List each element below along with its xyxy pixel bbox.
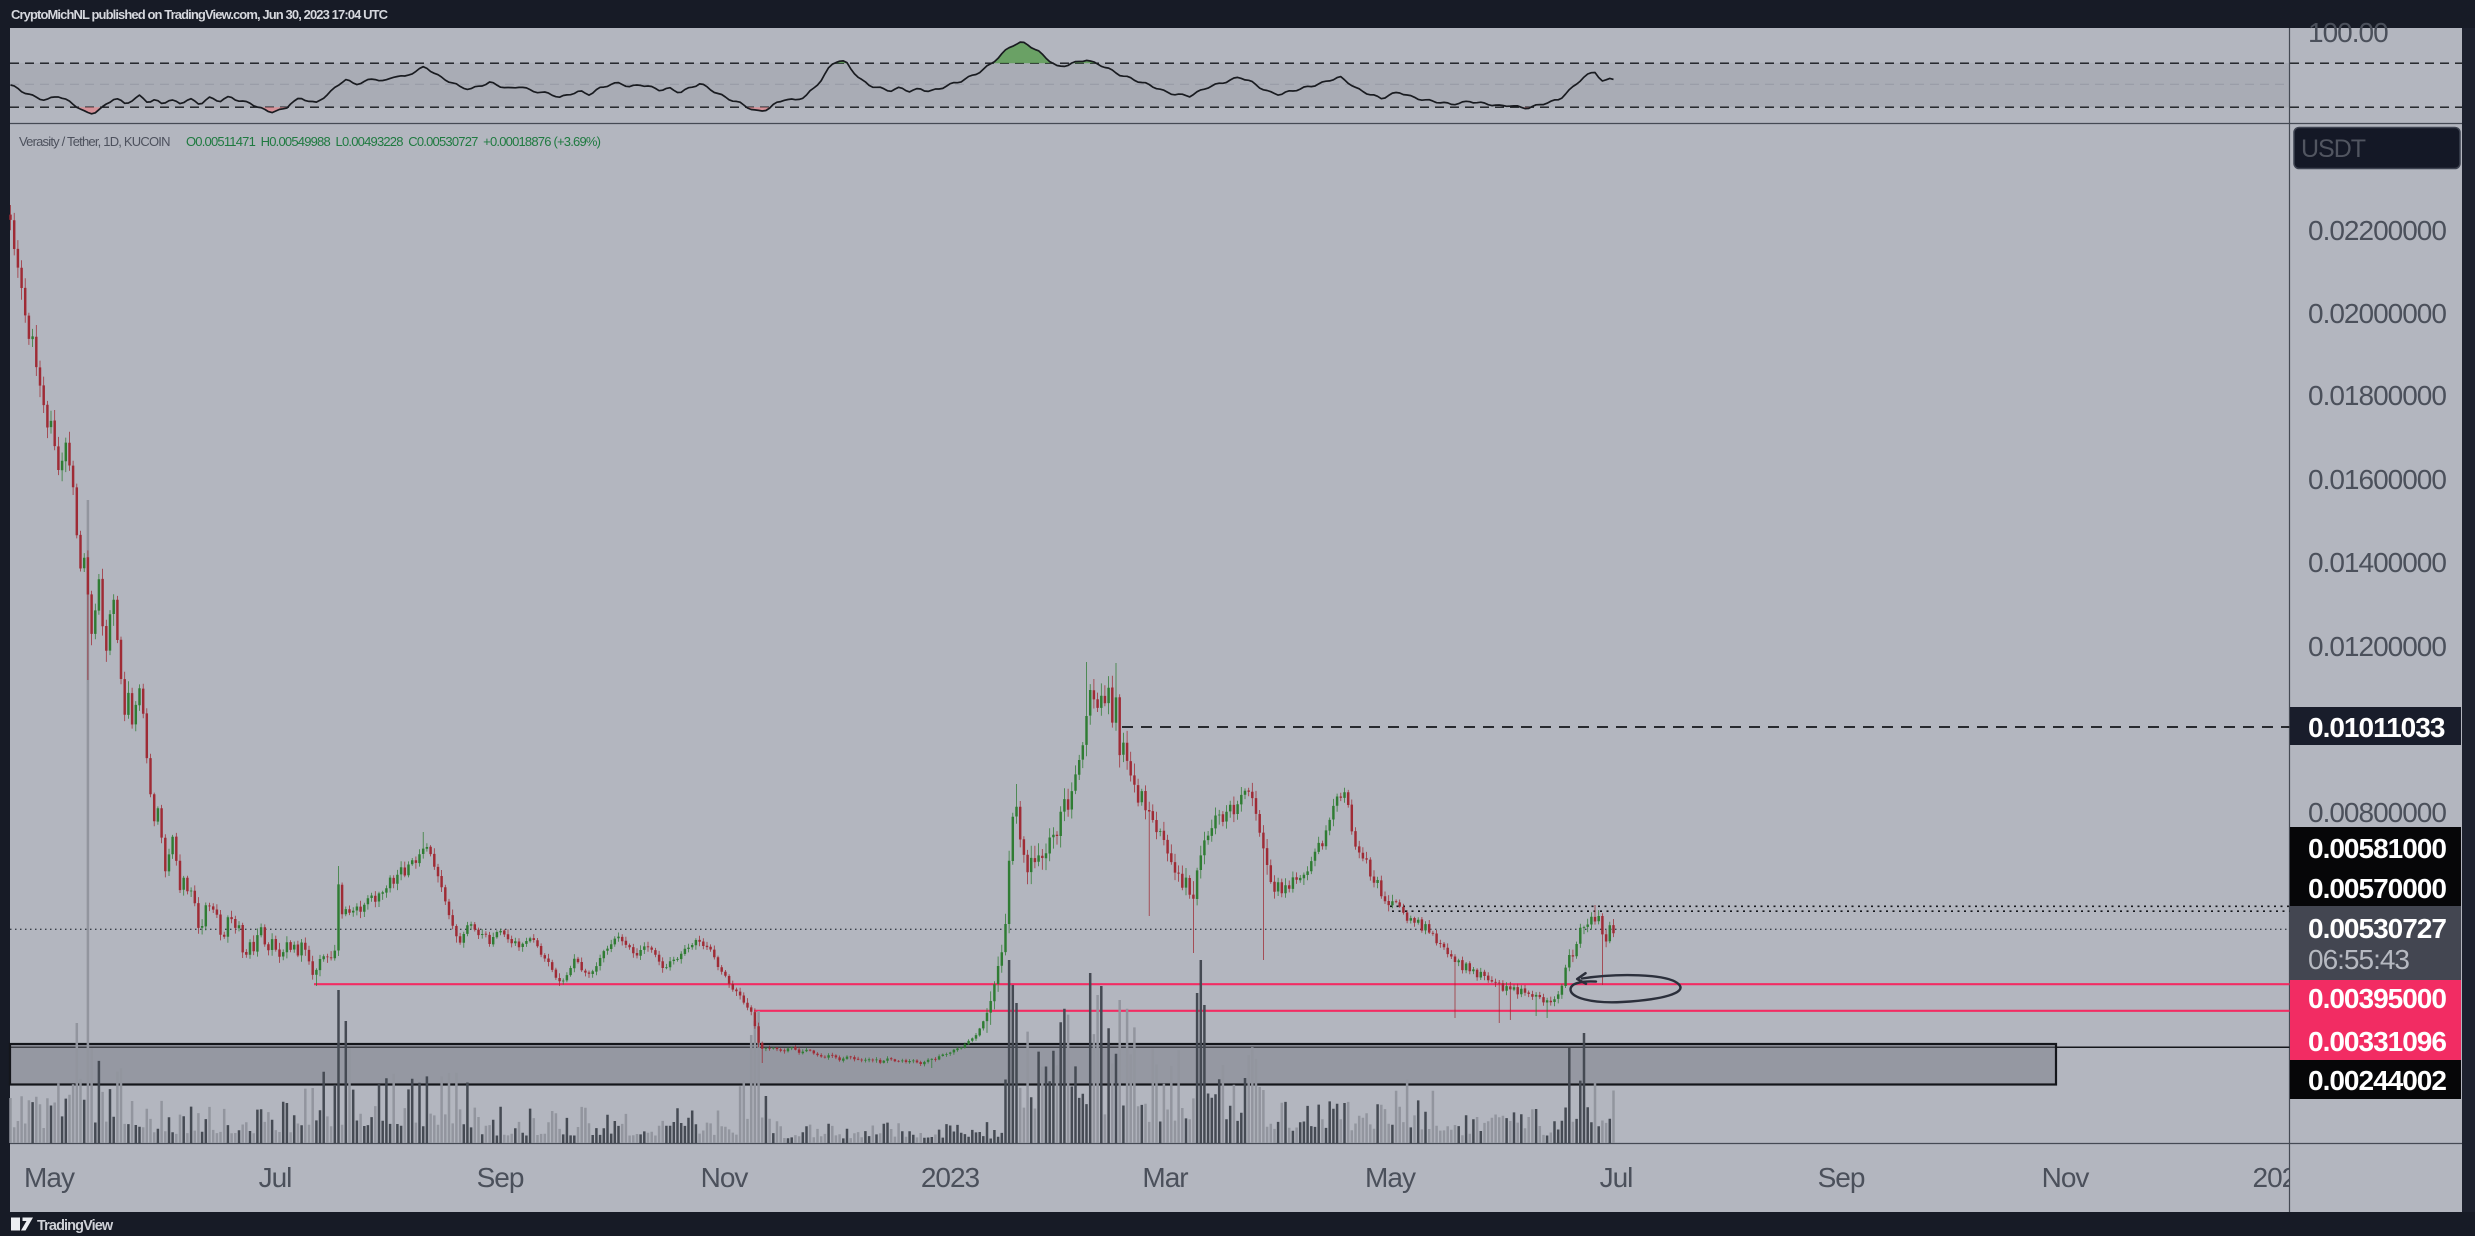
svg-text:0.02200000: 0.02200000 xyxy=(2308,215,2446,246)
svg-text:Nov: Nov xyxy=(701,1162,749,1193)
svg-text:0.01200000: 0.01200000 xyxy=(2308,631,2446,662)
svg-text:0.00581000: 0.00581000 xyxy=(2308,833,2446,864)
svg-text:06:55:43: 06:55:43 xyxy=(2308,944,2409,975)
svg-text:Jul: Jul xyxy=(259,1162,292,1193)
svg-text:2023: 2023 xyxy=(921,1162,980,1193)
svg-text:0.00530727: 0.00530727 xyxy=(2308,913,2446,944)
svg-text:TradingView: TradingView xyxy=(37,1218,114,1234)
svg-text:0.01011033: 0.01011033 xyxy=(2308,712,2445,743)
svg-text:Jul: Jul xyxy=(1600,1162,1633,1193)
svg-text:0.00244002: 0.00244002 xyxy=(2308,1065,2446,1096)
svg-text:0.02000000: 0.02000000 xyxy=(2308,298,2446,329)
svg-text:0.00331096: 0.00331096 xyxy=(2308,1026,2446,1057)
svg-text:May: May xyxy=(1365,1162,1416,1193)
svg-text:0.01600000: 0.01600000 xyxy=(2308,464,2446,495)
svg-text:O0.00511471 H0.00549988 L0.0: O0.00511471 H0.00549988 L0.00493228 C0.0… xyxy=(186,134,601,149)
svg-text:0.00395000: 0.00395000 xyxy=(2308,983,2446,1014)
svg-text:Sep: Sep xyxy=(1818,1162,1865,1193)
svg-text:Nov: Nov xyxy=(2042,1162,2090,1193)
svg-text:2024: 2024 xyxy=(2253,1162,2312,1193)
svg-text:Mar: Mar xyxy=(1142,1162,1188,1193)
svg-text:Verasity / Tether, 1D, KUCOIN: Verasity / Tether, 1D, KUCOIN xyxy=(19,134,170,149)
svg-text:USDT: USDT xyxy=(2301,135,2366,163)
svg-text:0.00570000: 0.00570000 xyxy=(2308,873,2446,904)
svg-text:100.00: 100.00 xyxy=(2308,17,2388,48)
svg-text:0.01800000: 0.01800000 xyxy=(2308,380,2446,411)
svg-text:Sep: Sep xyxy=(477,1162,524,1193)
svg-text:0.01400000: 0.01400000 xyxy=(2308,547,2446,578)
svg-text:May: May xyxy=(24,1162,75,1193)
svg-text:0.00800000: 0.00800000 xyxy=(2308,797,2446,828)
svg-text:CryptoMichNL published on Trad: CryptoMichNL published on TradingView.co… xyxy=(11,7,389,22)
